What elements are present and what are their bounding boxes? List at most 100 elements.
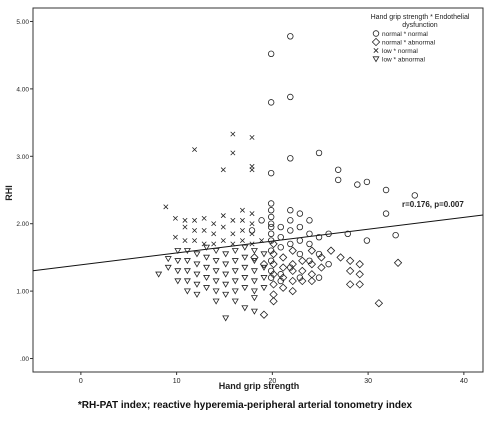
x-tick-label: 20 bbox=[268, 378, 276, 385]
data-point bbox=[326, 246, 336, 255]
data-point bbox=[182, 238, 188, 244]
data-point bbox=[174, 258, 182, 265]
data-point bbox=[250, 308, 258, 315]
data-point bbox=[288, 286, 297, 296]
data-point bbox=[212, 248, 220, 255]
data-point bbox=[174, 268, 182, 275]
data-point bbox=[192, 227, 198, 233]
data-point bbox=[393, 258, 403, 267]
data-point bbox=[288, 246, 297, 255]
data-point bbox=[287, 33, 294, 40]
data-point bbox=[288, 276, 297, 286]
y-tick-label: 2.00 bbox=[16, 221, 29, 228]
data-point bbox=[193, 251, 201, 258]
x-tick-label: 40 bbox=[460, 378, 468, 385]
data-point bbox=[193, 261, 201, 268]
data-point bbox=[267, 50, 275, 58]
data-point bbox=[231, 268, 239, 275]
data-point bbox=[192, 147, 198, 153]
data-point bbox=[239, 227, 245, 233]
data-point bbox=[241, 285, 249, 292]
data-point bbox=[222, 261, 230, 268]
series-x bbox=[163, 131, 265, 247]
data-point bbox=[267, 223, 275, 231]
data-point bbox=[212, 268, 220, 275]
x-axis-ticks: 0 10 20 30 40 bbox=[79, 372, 468, 385]
data-point bbox=[382, 210, 390, 217]
data-point bbox=[315, 274, 323, 281]
data-point bbox=[278, 263, 288, 272]
data-point bbox=[334, 166, 342, 173]
data-point bbox=[269, 249, 278, 259]
data-point bbox=[222, 281, 230, 288]
data-point bbox=[220, 167, 226, 173]
data-point bbox=[230, 150, 236, 156]
x-tick-label: 10 bbox=[173, 378, 181, 385]
legend-title-line1: Hand grip strength * Endothelial bbox=[371, 14, 470, 21]
data-point bbox=[249, 221, 255, 227]
data-point bbox=[306, 217, 313, 224]
data-point bbox=[296, 250, 304, 258]
data-point bbox=[183, 258, 191, 265]
data-point bbox=[201, 227, 207, 233]
data-point bbox=[307, 259, 317, 269]
data-point bbox=[250, 278, 258, 285]
correlation-annotation: r=0.176, p=0.007 bbox=[402, 200, 464, 209]
data-point bbox=[211, 231, 217, 237]
data-point bbox=[249, 231, 255, 237]
data-point bbox=[231, 248, 239, 255]
data-point bbox=[192, 238, 198, 244]
data-point bbox=[269, 280, 278, 289]
data-point bbox=[211, 221, 217, 227]
data-point bbox=[231, 288, 239, 295]
data-point bbox=[239, 238, 245, 244]
data-point bbox=[278, 253, 288, 262]
data-point bbox=[193, 291, 201, 298]
data-point bbox=[307, 276, 317, 286]
data-point bbox=[288, 266, 297, 276]
data-points bbox=[155, 33, 418, 322]
y-tick-label: 1.00 bbox=[16, 289, 29, 296]
legend-marker-x bbox=[373, 48, 379, 53]
x-axis-label: Hand grip strength bbox=[219, 381, 300, 391]
data-point bbox=[354, 181, 361, 188]
data-point bbox=[298, 266, 307, 276]
data-point bbox=[306, 240, 313, 248]
data-point bbox=[250, 295, 258, 302]
data-point bbox=[317, 263, 326, 272]
x-tick-label: 30 bbox=[364, 378, 372, 385]
data-point bbox=[222, 271, 230, 278]
data-point bbox=[269, 239, 278, 249]
data-point bbox=[267, 169, 275, 177]
data-point bbox=[183, 268, 191, 275]
data-point bbox=[201, 215, 207, 221]
data-point bbox=[267, 200, 275, 207]
data-point bbox=[260, 275, 268, 282]
data-point bbox=[296, 210, 304, 217]
data-point bbox=[212, 258, 220, 265]
data-point bbox=[163, 204, 169, 210]
data-point bbox=[230, 241, 236, 247]
data-point bbox=[287, 155, 294, 162]
data-point bbox=[182, 224, 188, 230]
legend-marker-circle bbox=[372, 30, 380, 37]
data-point bbox=[182, 217, 188, 223]
data-point bbox=[317, 253, 326, 262]
data-point bbox=[249, 167, 255, 173]
data-point bbox=[241, 254, 249, 261]
data-point bbox=[220, 224, 226, 230]
data-point bbox=[231, 278, 239, 285]
data-point bbox=[183, 248, 191, 255]
data-point bbox=[231, 258, 239, 265]
data-point bbox=[306, 230, 313, 238]
data-point bbox=[212, 288, 220, 295]
data-point bbox=[250, 253, 259, 262]
legend-marker-diamond bbox=[371, 37, 381, 47]
data-point bbox=[183, 278, 191, 285]
data-point bbox=[260, 264, 268, 271]
data-point bbox=[298, 256, 307, 265]
data-point bbox=[260, 251, 268, 258]
data-point bbox=[363, 178, 371, 186]
data-point bbox=[239, 207, 245, 213]
